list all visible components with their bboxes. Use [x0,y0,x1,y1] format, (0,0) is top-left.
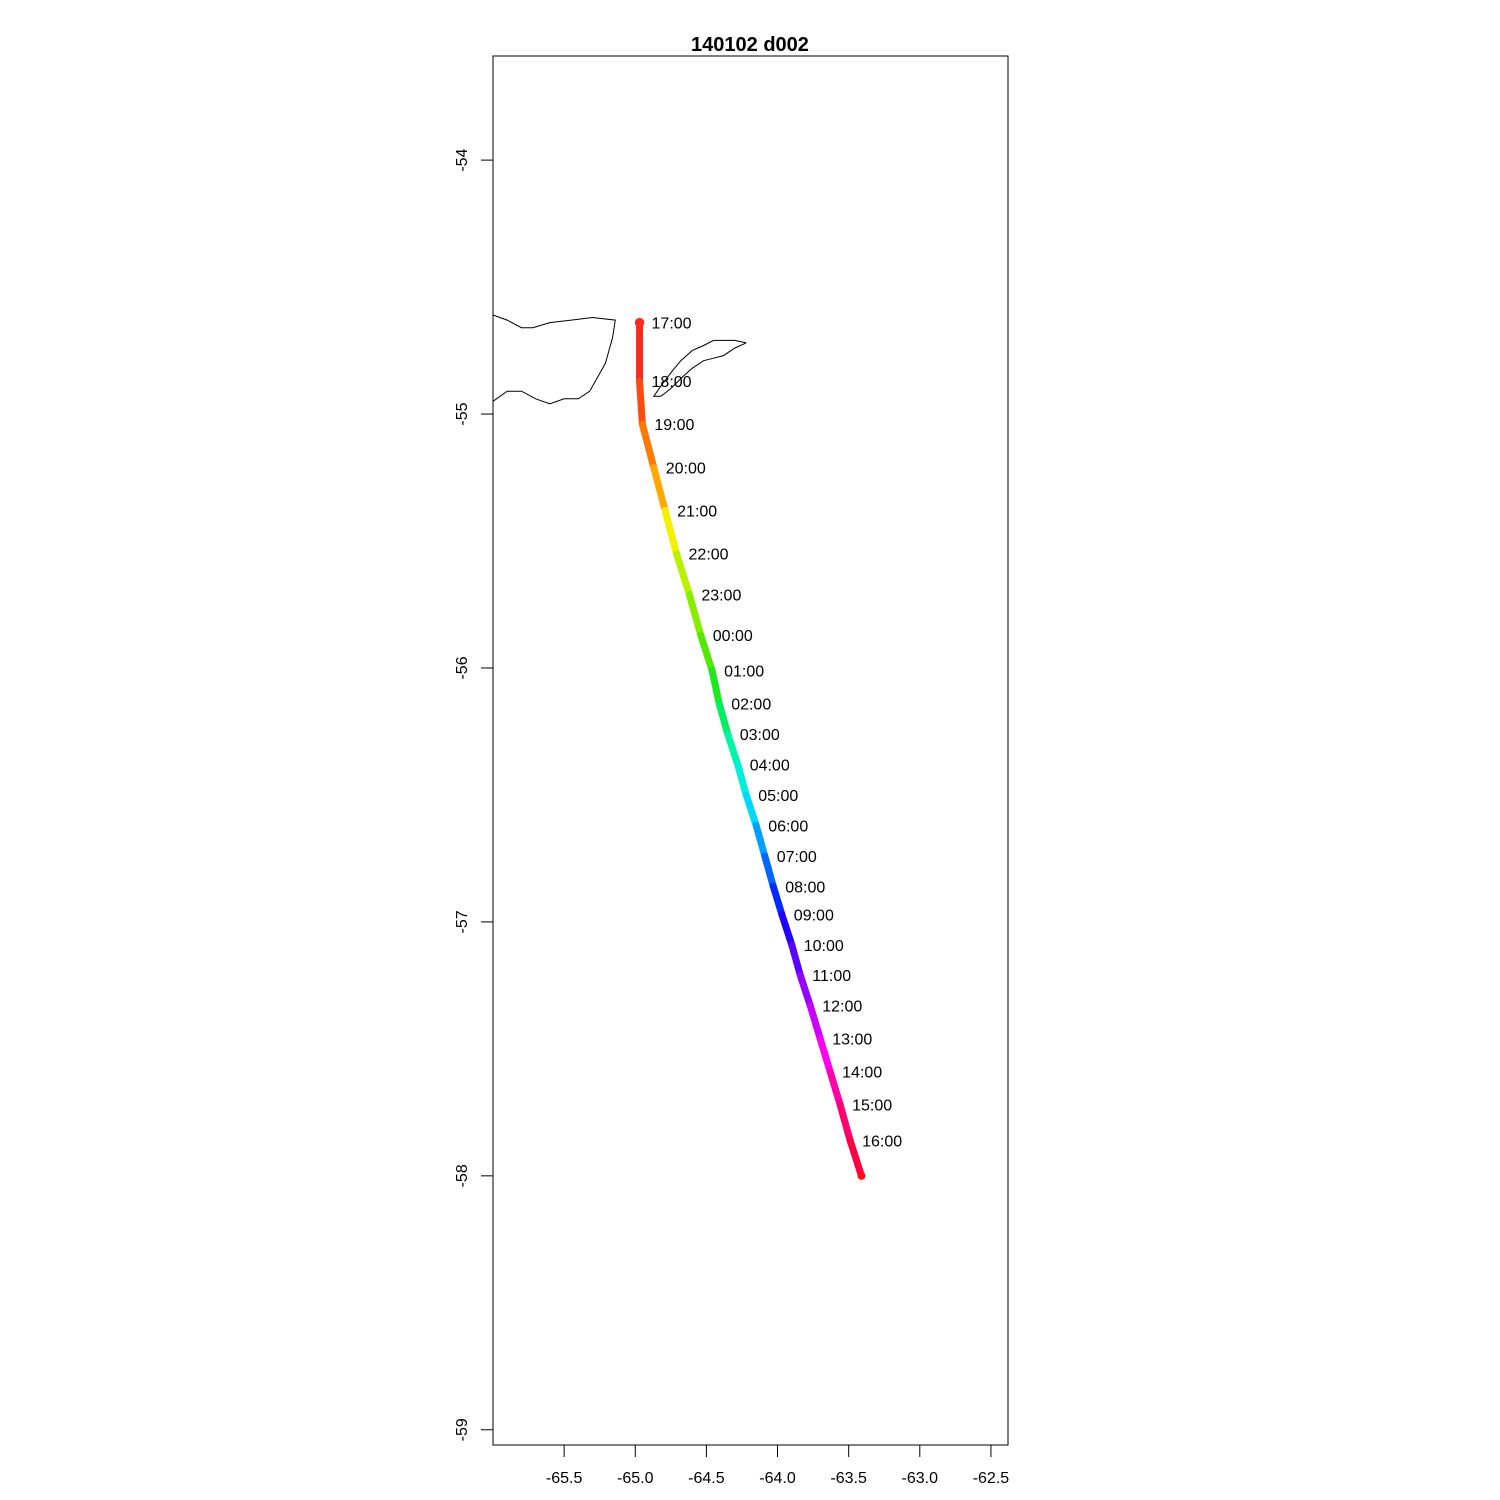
track-segment [650,463,669,515]
track-segment [724,730,742,768]
time-label: 13:00 [832,1032,872,1049]
x-tick-label: -63.0 [902,1470,939,1487]
time-label: 16:00 [862,1133,902,1150]
time-label: 22:00 [689,547,729,564]
y-tick-label: -54 [454,148,471,171]
x-tick-label: -64.0 [759,1470,796,1487]
coast-east [652,339,747,397]
track-segment [734,760,750,799]
time-label: 15:00 [852,1098,892,1115]
track-segment [708,667,723,708]
track-segment [673,550,693,598]
y-tick-label: -58 [454,1164,471,1187]
x-tick-label: -62.5 [973,1470,1010,1487]
time-label: 12:00 [822,999,862,1016]
track-segment [742,791,760,829]
track-segment [752,821,769,860]
time-label: 06:00 [768,818,808,835]
track-segment [836,1101,854,1144]
time-label: 07:00 [777,849,817,866]
track-segment [685,590,705,639]
y-tick-label: -59 [454,1418,471,1441]
time-label: 00:00 [713,628,753,645]
time-label: 21:00 [677,504,717,521]
y-tick-label: -55 [454,402,471,425]
y-tick-label: -57 [454,910,471,933]
track-segment [816,1035,834,1076]
track-segment [846,1136,865,1180]
track-segment [769,882,786,918]
x-axis: -65.5 -65.0 -64.5 -64.0 -63.5 -63.0 -62.5 [546,1444,1010,1487]
track-layer [634,317,866,1180]
plot-area [492,55,1009,1446]
time-label: 10:00 [804,938,844,955]
y-tick-label: -56 [454,656,471,679]
track-segment [806,1002,824,1043]
track-segment [638,420,658,471]
x-tick-label: -65.0 [617,1470,654,1487]
chart-title: 140102 d002 [691,34,809,56]
time-label: 19:00 [654,417,694,434]
track-segment [826,1068,844,1109]
track-end-point [857,1171,866,1180]
time-label: 09:00 [794,907,834,924]
track-segment [636,377,646,428]
time-label: 11:00 [812,968,851,985]
time-label: 05:00 [758,788,798,805]
time-label: 23:00 [701,587,741,604]
time-label: 03:00 [740,727,780,744]
time-label: 18:00 [652,374,692,391]
time-label: 14:00 [842,1065,882,1082]
track-segment [715,700,732,738]
track-segment [697,631,716,675]
track-segment [761,852,777,890]
track-segment [788,941,804,979]
time-label: 08:00 [785,879,825,896]
coastline-layer [492,314,747,405]
track-start-point [634,317,645,328]
time-label-layer: 17:00 18:00 19:00 20:00 21:00 22:00 23:00 00:00… [652,316,903,1151]
track-segment [796,971,814,1010]
time-label: 02:00 [731,697,771,714]
x-tick-label: -64.5 [688,1470,725,1487]
time-label: 17:00 [652,316,692,333]
track-segment [661,507,681,558]
coast-west [492,314,616,405]
time-label: 04:00 [750,757,790,774]
x-tick-label: -65.5 [546,1470,583,1487]
track-segment [778,910,796,949]
time-label: 20:00 [666,460,706,477]
x-tick-label: -63.5 [830,1470,867,1487]
y-axis: -54 -55 -56 -57 -58 -59 [454,148,494,1441]
time-label: 01:00 [724,664,764,681]
